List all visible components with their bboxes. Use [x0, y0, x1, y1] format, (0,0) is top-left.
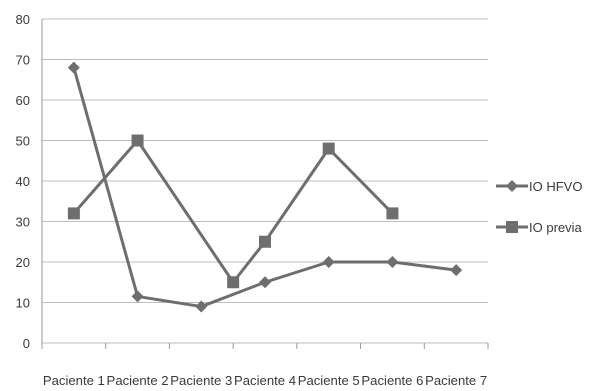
series-point-io-hfvo [131, 290, 144, 303]
y-tick-label: 70 [16, 53, 30, 68]
y-tick-label: 30 [16, 215, 30, 230]
series-point-io-previa [227, 276, 240, 289]
legend-io-hfvo-label: IO HFVO [529, 179, 582, 194]
x-tick-label: Paciente 7 [425, 373, 487, 386]
series-point-io-previa [67, 207, 80, 220]
y-tick-label: 0 [23, 336, 30, 351]
series-point-io-hfvo [450, 264, 463, 277]
x-tick-label: Paciente 5 [298, 373, 360, 386]
series-point-io-hfvo [195, 300, 208, 313]
legend-io-previa-marker [506, 221, 518, 233]
series-point-io-previa [259, 235, 271, 248]
x-tick-label: Paciente 4 [234, 373, 296, 386]
x-tick-label: Paciente 2 [107, 373, 169, 386]
x-tick-label: Paciente 1 [43, 373, 105, 386]
y-tick-label: 40 [16, 174, 30, 189]
x-tick-label: Paciente 6 [361, 373, 423, 386]
series-point-io-previa [386, 207, 399, 220]
series-point-io-hfvo [386, 256, 399, 268]
x-tick-label: Paciente 3 [170, 373, 232, 386]
series-line-io-previa [72, 139, 394, 284]
legend-io-hfvo-marker [506, 180, 518, 192]
y-tick-label: 80 [16, 12, 30, 27]
legend-io-previa-label: IO previa [529, 220, 583, 235]
series-point-io-hfvo [322, 256, 335, 268]
y-tick-label: 10 [16, 296, 30, 311]
y-tick-label: 20 [16, 255, 30, 270]
series-point-io-previa [131, 134, 144, 147]
y-tick-label: 50 [16, 134, 30, 149]
series-point-io-hfvo [67, 61, 80, 74]
series-point-io-previa [322, 142, 335, 155]
y-tick-label: 60 [16, 93, 30, 108]
series-line-io-hfvo [72, 67, 457, 309]
series-point-io-hfvo [259, 276, 271, 289]
